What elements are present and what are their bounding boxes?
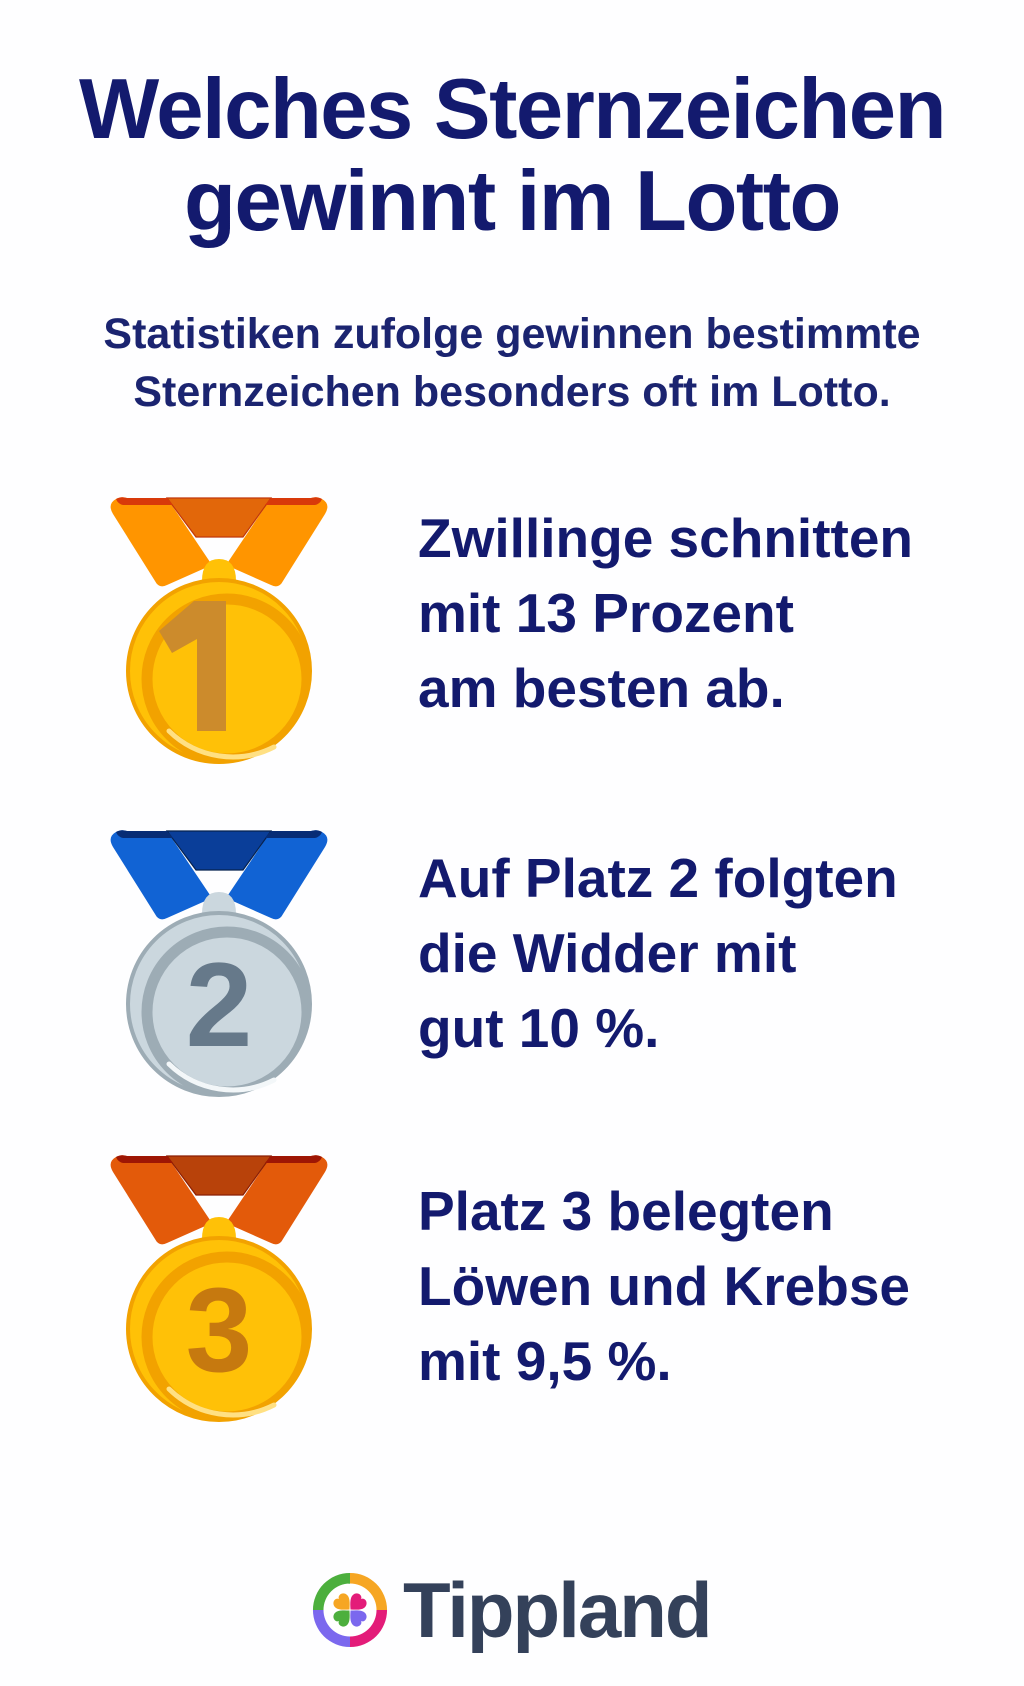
- svg-text:2: 2: [186, 938, 253, 1072]
- svg-text:3: 3: [186, 1263, 253, 1397]
